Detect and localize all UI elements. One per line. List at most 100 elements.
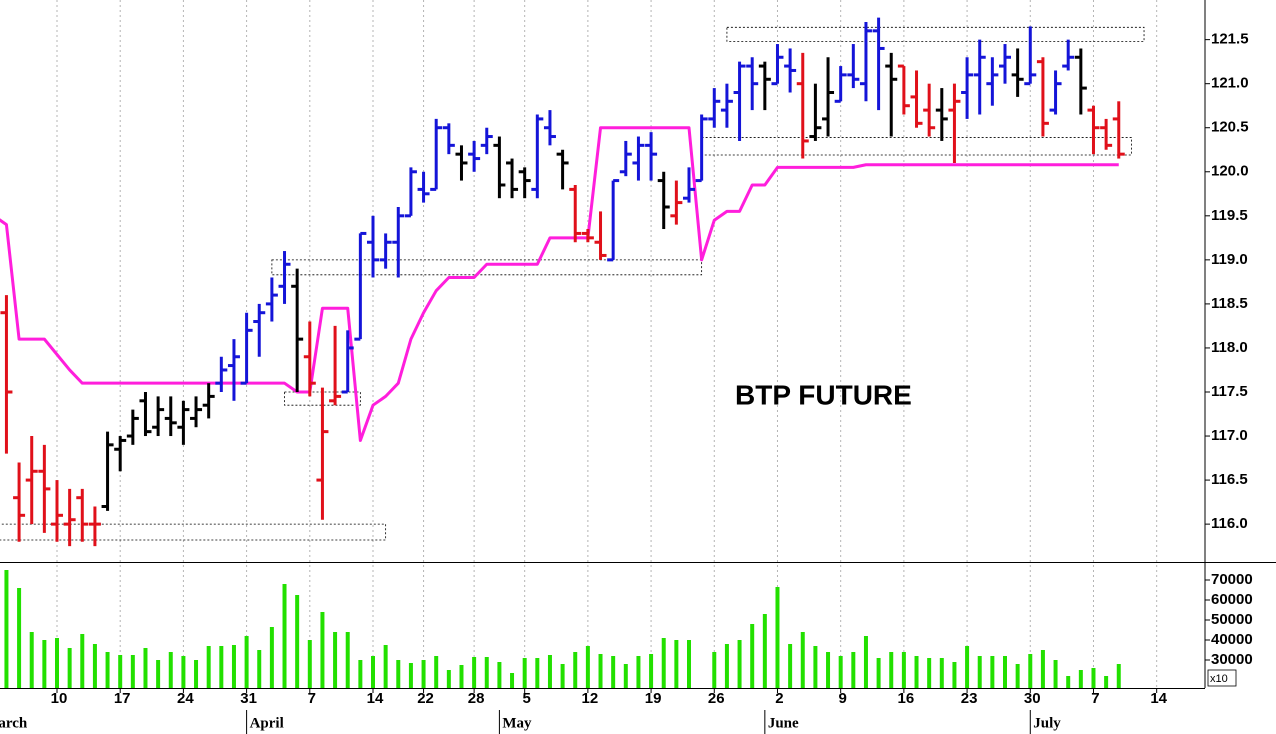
y-tick-label: 119.5 (1211, 207, 1248, 224)
volume-bar (838, 656, 843, 688)
range-box (726, 26, 1145, 42)
volume-bar (181, 656, 186, 688)
x-tick-label: 2 (775, 690, 783, 707)
volume-bar (459, 665, 464, 688)
volume-bar (1040, 650, 1045, 688)
volume-bar (611, 656, 616, 688)
volume-bar (345, 632, 350, 688)
y-tick-label: 118.5 (1211, 295, 1248, 312)
volume-bar (320, 612, 325, 688)
month-label: April (250, 715, 284, 731)
volume-bar (762, 614, 767, 688)
volume-bar (130, 655, 135, 688)
volume-panel (4, 570, 1121, 688)
volume-bar (1028, 654, 1033, 688)
volume-bar (775, 587, 780, 688)
volume-bar (1104, 676, 1109, 688)
volume-bar (257, 650, 262, 688)
volume-bar (750, 624, 755, 688)
volume-bar (1116, 664, 1121, 688)
y2-tick-label: 50000 (1211, 611, 1253, 628)
volume-bar (649, 654, 654, 688)
x-tick-label: 24 (177, 690, 194, 707)
volume-bar (421, 660, 426, 688)
volume-bar (219, 646, 224, 688)
x-tick-label: 23 (961, 690, 978, 707)
volume-bar (80, 634, 85, 688)
y2-tick-label: 30000 (1211, 651, 1253, 668)
unit-box (1207, 669, 1237, 687)
volume-bar (813, 646, 818, 688)
volume-bar (408, 663, 413, 688)
volume-bar (67, 648, 72, 688)
volume-bar (901, 652, 906, 688)
volume-bar (383, 645, 388, 688)
volume-bar (560, 664, 565, 688)
month-label: June (768, 715, 799, 731)
x-tick-label: 14 (1150, 690, 1167, 707)
y-tick-label: 121.0 (1211, 75, 1249, 92)
volume-bar (269, 627, 274, 688)
y-tick-label: 116.0 (1211, 515, 1248, 532)
range-box (271, 259, 703, 276)
volume-bar (585, 646, 590, 688)
volume-bar (674, 640, 679, 688)
volume-bar (1003, 656, 1007, 688)
volume-bar (965, 646, 970, 688)
volume-bar (876, 658, 881, 688)
volume-bar (914, 656, 919, 688)
y-tick-label: 117.5 (1211, 383, 1248, 400)
volume-bar (737, 640, 742, 688)
volume-bar (307, 640, 312, 688)
volume-bar (800, 632, 805, 688)
volume-bar (497, 662, 502, 688)
volume-bar (396, 660, 401, 688)
volume-bar (510, 673, 515, 688)
volume-bar (472, 657, 477, 688)
y2-tick-label: 40000 (1211, 631, 1253, 648)
volume-bar (17, 588, 22, 688)
y-tick-label: 118.0 (1211, 339, 1248, 356)
x-tick-label: 19 (645, 690, 662, 707)
volume-bar (244, 636, 249, 688)
volume-bar (55, 638, 59, 688)
y-tick-label: 119.0 (1211, 251, 1248, 268)
trailing-line (0, 126, 1119, 442)
volume-bar (522, 658, 527, 688)
volume-bar (573, 652, 578, 688)
volume-bar (92, 644, 97, 688)
volume-bar (333, 632, 338, 688)
volume-bar (446, 670, 451, 688)
volume-bar (105, 652, 110, 688)
volume-bar (952, 662, 957, 688)
x-tick-label: 28 (468, 690, 485, 707)
x-tick-label: 10 (51, 690, 68, 707)
volume-bar (1053, 660, 1058, 688)
x-tick-label: 26 (708, 690, 725, 707)
volume-bar (42, 640, 47, 688)
volume-bar (547, 655, 552, 688)
y-tick-label: 121.5 (1211, 31, 1249, 48)
y-tick-label: 116.5 (1211, 471, 1248, 488)
x-tick-label: 22 (417, 690, 434, 707)
volume-bar (295, 595, 300, 688)
volume-bar (1066, 676, 1071, 688)
y2-tick-label: 70000 (1211, 571, 1253, 588)
volume-bar (434, 656, 439, 688)
volume-bar (990, 656, 995, 688)
volume-bar (1015, 664, 1020, 688)
x-tick-label: 31 (240, 690, 257, 707)
volume-bar (484, 657, 489, 688)
volume-bar (661, 638, 666, 688)
volume-bar (143, 648, 148, 688)
volume-bar (358, 660, 363, 688)
volume-bar (371, 656, 375, 688)
volume-bar (939, 658, 944, 688)
volume-bar (927, 658, 932, 688)
volume-bar (231, 645, 236, 688)
x-tick-label: 7 (308, 690, 316, 707)
volume-bar (1078, 670, 1083, 688)
volume-bar (636, 656, 641, 688)
volume-bar (194, 660, 199, 688)
